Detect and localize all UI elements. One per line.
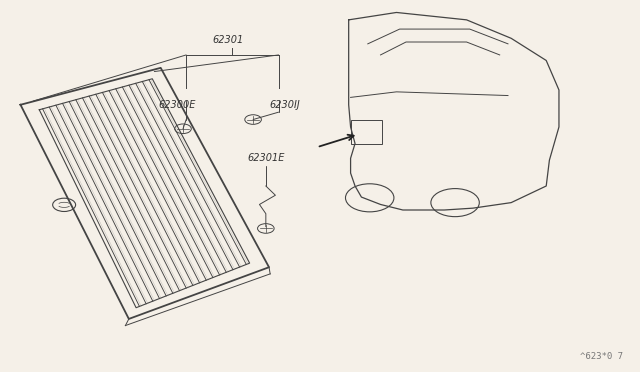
Text: 62300E: 62300E [158,100,195,110]
Text: 62301E: 62301E [247,153,285,163]
Text: 6230IJ: 6230IJ [269,100,300,110]
Text: 62301: 62301 [212,35,243,45]
Text: ^623*0 7: ^623*0 7 [580,352,623,361]
Bar [351,119,383,144]
